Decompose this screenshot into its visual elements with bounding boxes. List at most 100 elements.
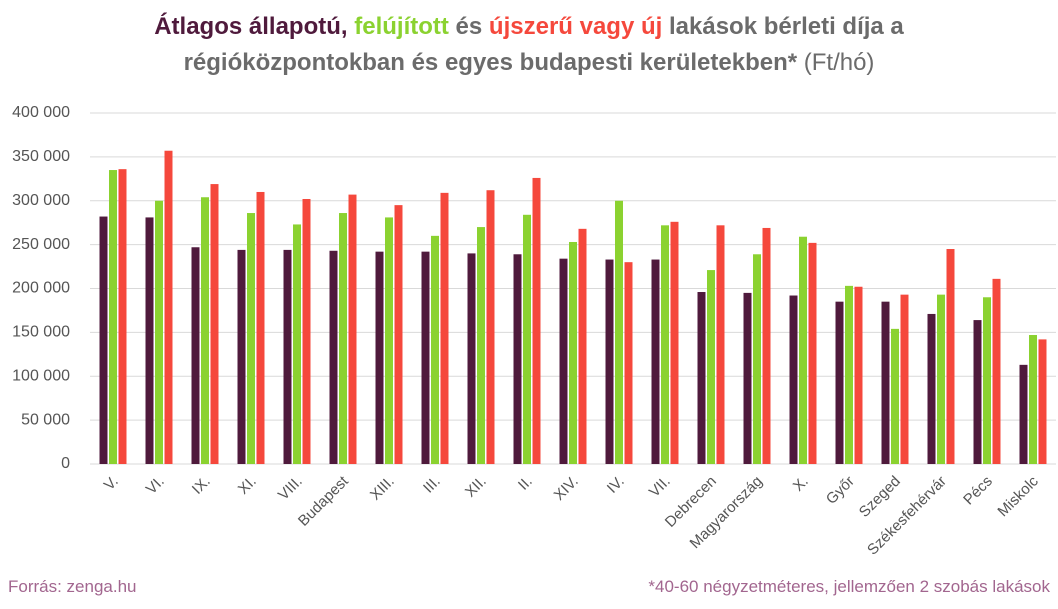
bar [467,253,476,464]
bar [578,228,587,464]
bar [145,217,154,464]
bar [477,227,485,464]
bar [624,262,633,464]
bar [155,200,163,464]
bar [283,249,292,464]
x-tick-label: XIV. [551,473,582,504]
bar [651,259,660,464]
bar [237,249,246,464]
bar [808,242,817,464]
y-tick-label: 200 000 [12,280,70,297]
title-part: lakások bérleti díja a [662,13,904,40]
bar [983,297,991,464]
x-tick-label: XI. [235,473,260,498]
chart-title: régióközpontokban és egyes budapesti ker… [184,49,875,76]
bar [247,213,255,464]
source: Forrás: zenga.hu [8,577,137,596]
x-tick-label: VII. [646,473,674,501]
x-tick-label: X. [790,473,812,495]
bar [348,194,357,465]
x-tick-label: VIII. [275,473,306,504]
y-tick-label: 150 000 [12,324,70,341]
x-tick-label: VI. [143,473,168,498]
bar [256,191,265,464]
bar [670,221,679,464]
bar [789,295,798,464]
bar [1029,335,1037,464]
bar [559,258,568,464]
x-tick-label: V. [101,473,122,494]
bar [293,224,301,464]
title-part: újszerű vagy új [489,13,662,40]
bar [375,251,384,464]
bar [605,259,614,464]
bar [615,200,623,464]
bar [881,301,890,464]
bar [302,198,311,464]
bar [394,205,403,464]
y-tick-label: 100 000 [12,367,70,384]
bar [201,197,209,465]
x-tick-label: II. [515,473,536,494]
bar [164,150,173,465]
bar [661,225,669,464]
x-tick-label: XIII. [367,473,398,504]
bar [532,177,541,464]
bar [385,217,393,464]
bar [707,270,715,464]
bar [339,213,347,464]
bar [891,328,899,464]
bar [421,251,430,464]
bar [191,247,200,464]
bar [697,292,706,464]
bar [900,294,909,464]
x-tick-label: Budapest [295,472,352,529]
y-tick-label: 50 000 [21,411,70,428]
bar [440,192,449,465]
bar [835,301,844,464]
title-part: régióközpontokban és egyes budapesti ker… [184,49,798,76]
bar [431,235,439,464]
bar [845,285,853,464]
bar [210,184,219,464]
bar [118,169,127,464]
bar [799,236,807,464]
bar [946,249,955,464]
bar [927,313,936,464]
title-part: és [449,13,489,40]
bar [743,292,752,464]
bar [973,320,982,464]
footnote: *40-60 négyzetméteres, jellemzően 2 szob… [648,577,1050,596]
x-tick-label: III. [420,473,444,497]
bar [569,241,577,464]
bar [486,190,495,464]
y-tick-label: 250 000 [12,236,70,253]
bar [329,250,338,464]
bar [99,216,108,464]
y-tick-label: 350 000 [12,148,70,165]
title-part: felújított [354,13,449,40]
title-part: , [341,13,354,40]
x-tick-label: Székesfehérvár [864,473,950,559]
bar [762,227,771,464]
bar [513,254,522,464]
bar [523,214,531,464]
x-tick-label: XII. [462,473,490,501]
title-part: Átlagos állapotú [154,12,341,40]
bar [1019,364,1028,464]
title-part: (Ft/hó) [797,49,874,76]
x-tick-label: Miskolc [994,472,1042,520]
bar [716,225,725,464]
x-tick-label: Győr [823,473,858,508]
bar [1038,339,1047,464]
y-tick-label: 400 000 [12,104,70,121]
bar [992,278,1001,464]
bar [937,294,945,464]
bar [854,286,863,464]
y-tick-label: 0 [61,455,70,472]
chart-title: Átlagos állapotú, felújított és újszerű … [154,12,904,40]
x-tick-label: IX. [189,473,214,498]
bar [753,254,761,464]
x-tick-label: Pécs [960,473,996,509]
